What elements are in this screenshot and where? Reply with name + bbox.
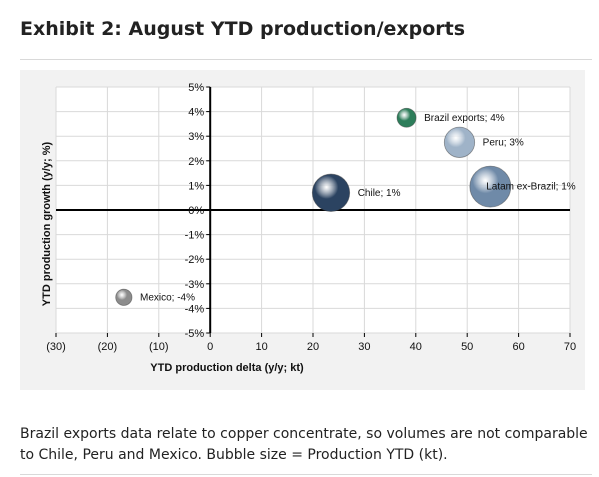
bubble-label: Latam ex-Brazil; 1%	[486, 182, 576, 193]
x-tick-label: (20)	[98, 341, 118, 353]
y-tick-label: 3%	[188, 131, 204, 143]
bubble	[311, 173, 351, 212]
y-tick-label: 0%	[188, 205, 204, 217]
exhibit-title: Exhibit 2: August YTD production/exports	[20, 18, 466, 40]
bubble-label: Peru; 3%	[483, 137, 524, 148]
x-tick-label: 10	[255, 341, 267, 353]
bubble-label: Chile; 1%	[358, 188, 401, 199]
axes: 5% 4% 3% 2% 1% 0% -1% -2% -3% -4% -5% (30) (20) (10) 0…	[46, 82, 576, 353]
bubble	[115, 288, 133, 306]
footnote: Brazil exports data relate to copper con…	[20, 426, 588, 463]
x-tick-label: 30	[358, 341, 370, 353]
y-tick-label: -2%	[185, 254, 205, 266]
y-axis-title: YTD production growth (y/y; %)	[41, 141, 53, 306]
bubbles: Chile; 1% Brazil exports; 4% Peru; 3% Latam…	[115, 107, 576, 306]
y-tick-label: 4%	[188, 107, 204, 119]
x-tick-label: 50	[461, 341, 473, 353]
bubble	[469, 165, 512, 208]
y-tick-label: 2%	[188, 156, 204, 168]
y-tick-label: -5%	[185, 328, 205, 340]
x-tick-label: (10)	[149, 341, 169, 353]
bottom-divider	[20, 474, 592, 475]
bubble-chart: 5% 4% 3% 2% 1% 0% -1% -2% -3% -4% -5% (30) (20) (10) 0…	[20, 70, 585, 390]
bubble-label: Mexico; -4%	[140, 292, 195, 303]
y-tick-label: -3%	[185, 279, 205, 291]
x-tick-label: 0	[207, 341, 213, 353]
y-tick-label: 5%	[188, 82, 204, 94]
bubble	[443, 126, 476, 158]
y-tick-label: 1%	[188, 180, 204, 192]
y-tick-label: -1%	[185, 230, 205, 242]
y-tick-label: -4%	[185, 303, 205, 315]
title-divider	[20, 59, 592, 60]
bubble-label: Brazil exports; 4%	[424, 113, 505, 124]
x-tick-label: 70	[564, 341, 576, 353]
x-tick-label: (30)	[46, 341, 66, 353]
bubble	[396, 107, 417, 128]
x-tick-label: 60	[512, 341, 524, 353]
x-tick-label: 20	[307, 341, 319, 353]
x-axis-title: YTD production delta (y/y; kt)	[150, 362, 304, 374]
x-tick-label: 40	[410, 341, 422, 353]
